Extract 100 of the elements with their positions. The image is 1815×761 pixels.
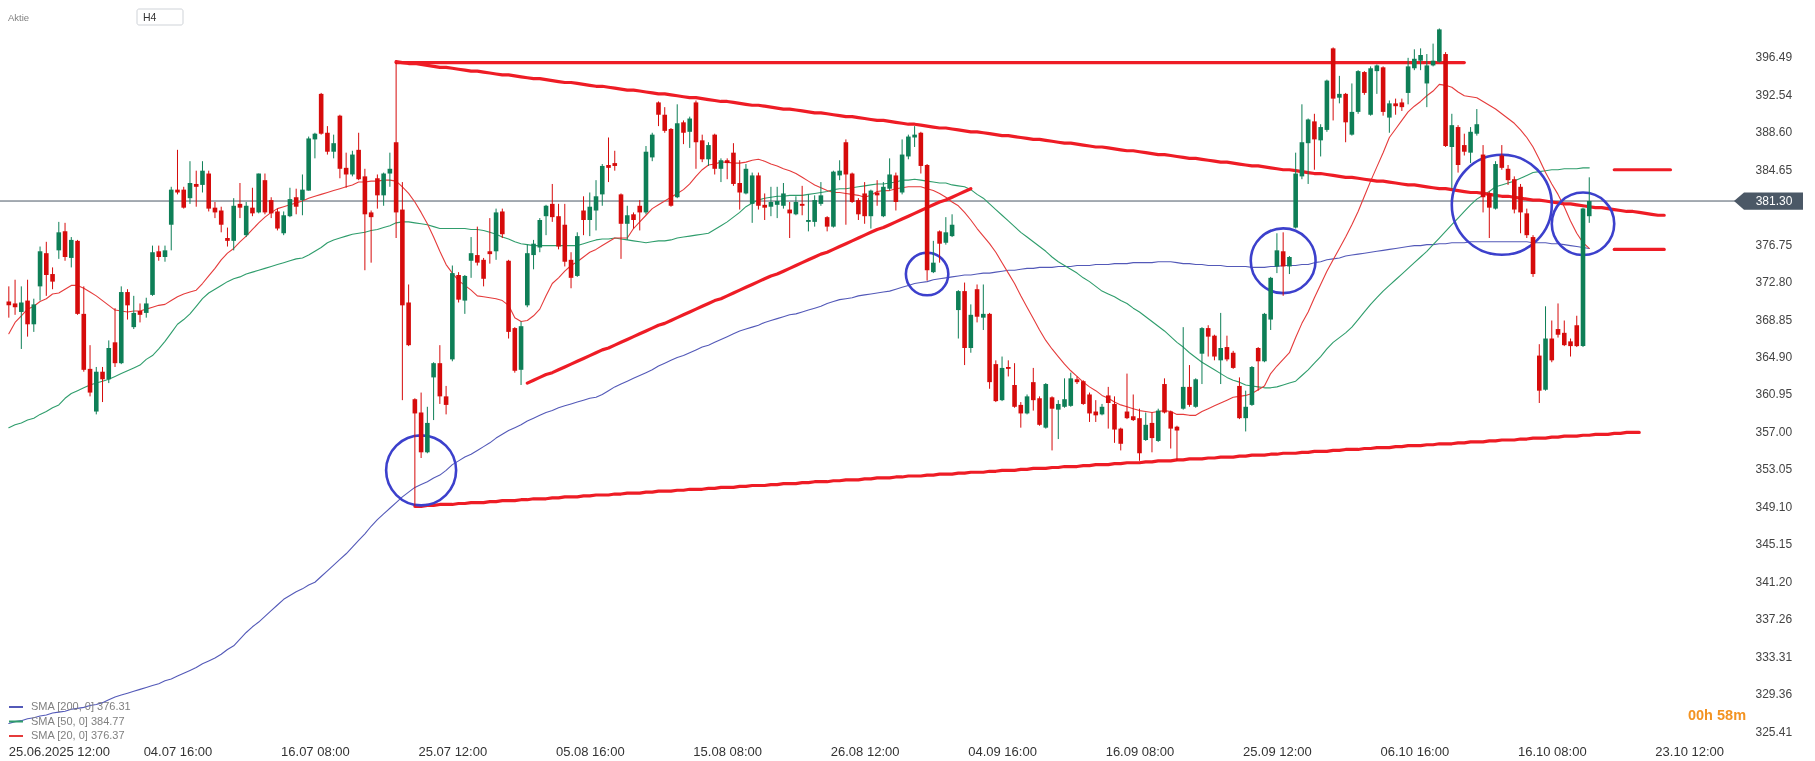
candlestick	[906, 134, 911, 160]
candlestick	[143, 297, 149, 319]
candlestick	[1524, 208, 1530, 239]
y-tick-label: 353.05	[1755, 462, 1793, 477]
ref-line-label: 381.30	[1755, 194, 1793, 209]
candlestick	[1143, 411, 1149, 442]
candlestick	[1462, 133, 1467, 157]
candlestick	[443, 385, 449, 415]
candlestick	[375, 173, 380, 210]
x-tick-label: 05.08 16:00	[555, 743, 625, 759]
x-tick-label: 16.09 08:00	[1105, 743, 1175, 759]
candlestick	[1218, 312, 1223, 385]
candlestick	[200, 160, 205, 193]
candlestick	[125, 288, 130, 321]
candlestick	[699, 134, 705, 163]
candlestick	[662, 106, 668, 134]
y-tick-label: 357.00	[1755, 424, 1793, 439]
line-series	[413, 430, 1641, 508]
y-tick-label: 360.95	[1755, 387, 1793, 402]
x-tick-label: 06.10 16:00	[1380, 743, 1450, 759]
candlestick	[656, 100, 661, 127]
text: H4	[143, 10, 157, 23]
candlestick	[581, 195, 586, 236]
y-tick-label: 372.80	[1755, 275, 1793, 290]
candlestick	[293, 188, 299, 215]
legend-label: SMA [20, 0] 376.37	[31, 729, 125, 741]
x-tick-label: 15.08 08:00	[693, 743, 763, 759]
candlestick	[718, 157, 724, 183]
candlestick	[593, 179, 599, 231]
candlestick	[687, 116, 693, 149]
candlestick	[1312, 113, 1317, 171]
candlestick	[768, 186, 774, 217]
candlestick	[681, 119, 686, 145]
candlestick	[137, 302, 143, 323]
candlestick	[781, 182, 786, 210]
candlestick	[225, 227, 230, 248]
candlestick	[468, 236, 474, 279]
y-tick-label: 392.54	[1755, 87, 1793, 102]
candlestick	[1287, 255, 1292, 275]
candlestick	[1555, 302, 1561, 339]
x-tick-label: 04.09 16:00	[968, 743, 1037, 759]
y-tick-label: 345.15	[1755, 537, 1793, 552]
legend-label: SMA [50, 0] 384.77	[31, 714, 125, 727]
candlestick	[56, 221, 62, 260]
candlestick	[1549, 320, 1555, 363]
y-tick-label: 388.60	[1755, 125, 1793, 140]
candlestick	[281, 210, 286, 236]
candlestick	[381, 172, 386, 207]
y-tick-label: 349.10	[1755, 499, 1793, 514]
candlestick	[1487, 191, 1492, 239]
candlestick	[956, 289, 961, 340]
y-tick-label: 364.90	[1755, 350, 1793, 365]
candlestick	[193, 170, 199, 208]
candlestick	[981, 283, 986, 331]
x-tick-label: 16.07 08:00	[281, 743, 350, 759]
candlestick	[1374, 63, 1380, 95]
y-tick-label: 337.26	[1755, 612, 1793, 627]
annotation: 00h 58m	[1687, 707, 1747, 723]
candlestick	[706, 141, 711, 167]
candlestick	[818, 181, 824, 207]
candlestick	[587, 191, 593, 237]
candlestick	[649, 132, 655, 162]
x-tick-label: 25.06.2025 12:00	[8, 743, 110, 759]
candlestick	[331, 134, 336, 159]
x-tick-label: 26.08 12:00	[830, 743, 900, 759]
candlestick	[237, 182, 243, 219]
y-tick-label: 325.41	[1755, 724, 1793, 739]
x-tick-label: 25.07 12:00	[418, 743, 488, 759]
y-tick-label: 341.20	[1755, 574, 1793, 589]
y-tick-label: 333.31	[1755, 649, 1793, 664]
candlestick	[19, 285, 24, 350]
y-tick-label: 396.49	[1755, 50, 1793, 65]
candlestick	[1105, 386, 1111, 430]
candlestick	[1174, 425, 1180, 462]
candlestick	[1362, 70, 1367, 96]
candlestick	[100, 366, 105, 403]
candlestick	[487, 217, 493, 265]
candlestick	[1049, 395, 1055, 451]
x-tick-label: 25.09 12:00	[1243, 743, 1312, 759]
candlestick	[1399, 98, 1405, 112]
candlestick	[937, 229, 942, 264]
candlestick	[218, 206, 224, 233]
candlestick	[325, 125, 330, 156]
candlestick	[68, 236, 74, 268]
candlestick	[431, 361, 436, 421]
line-series	[8, 241, 1590, 725]
candlestick	[368, 210, 374, 264]
candlestick	[874, 179, 880, 207]
y-tick-label: 376.75	[1755, 237, 1793, 252]
candlestick	[162, 245, 168, 263]
text: Aktie	[8, 12, 30, 23]
candlestick	[350, 150, 355, 177]
candlestick	[637, 199, 643, 231]
candlestick	[1243, 390, 1248, 432]
x-tick-label: 04.07 16:00	[143, 743, 213, 759]
candlestick	[1387, 100, 1392, 134]
candlestick	[275, 208, 280, 231]
candlestick	[774, 186, 780, 219]
candlestick	[1318, 123, 1323, 157]
candlestick	[1474, 108, 1480, 137]
